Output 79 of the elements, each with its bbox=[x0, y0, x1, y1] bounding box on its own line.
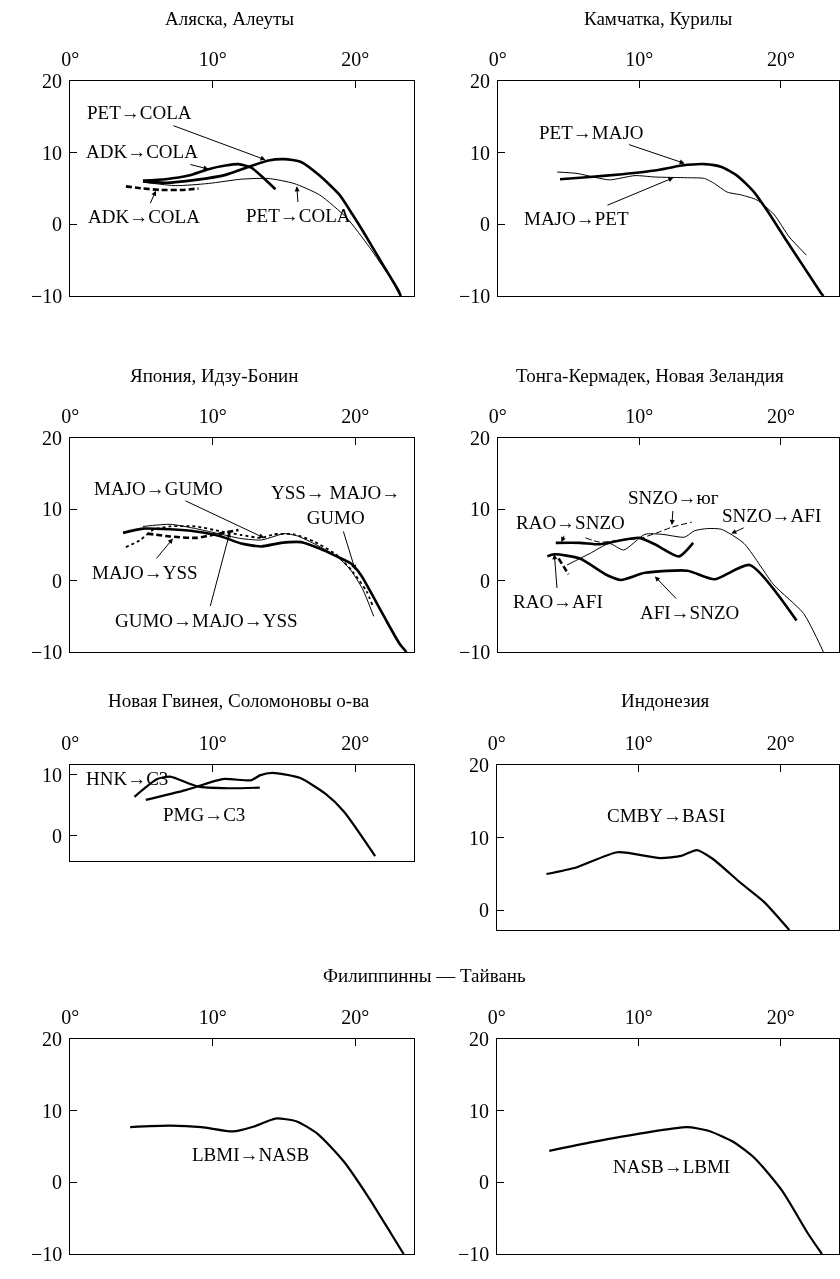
x-tick-label: 10° bbox=[625, 404, 654, 427]
x-tick-label: 20° bbox=[341, 404, 370, 427]
annotation: SNZO→юг bbox=[628, 487, 719, 508]
y-tick-label: 20 bbox=[42, 70, 62, 92]
y-tick-label: −10 bbox=[31, 641, 63, 663]
x-tick-label: 0° bbox=[61, 1005, 80, 1028]
y-tick-label: 0 bbox=[480, 570, 490, 592]
annotation: LBMI→NASB bbox=[192, 1144, 310, 1165]
y-tick-label: 0 bbox=[479, 1171, 489, 1193]
x-tick-label: 0° bbox=[61, 404, 80, 427]
x-tick-label: 20° bbox=[341, 1005, 370, 1028]
y-tick-label: 20 bbox=[470, 427, 490, 449]
y-tick-label: 0 bbox=[52, 570, 62, 592]
chart-title: Новая Гвинея, Соломоновы о-ва bbox=[108, 690, 370, 711]
annotation: PMG→C3 bbox=[163, 804, 246, 825]
y-tick-label: 10 bbox=[42, 1100, 62, 1122]
annotation: PET→MAJO bbox=[539, 122, 644, 143]
chart-title: Япония, Идзу-Бонин bbox=[130, 365, 299, 386]
x-tick-label: 20° bbox=[766, 1005, 795, 1028]
annotation: SNZO→AFI bbox=[722, 505, 822, 526]
y-tick-label: 20 bbox=[470, 70, 490, 92]
annotation: MAJO→YSS bbox=[92, 562, 198, 583]
annotation: AFI→SNZO bbox=[640, 602, 740, 623]
y-tick-label: −10 bbox=[31, 285, 63, 307]
annotation: RAO→SNZO bbox=[516, 512, 625, 533]
x-tick-label: 0° bbox=[61, 47, 80, 70]
y-tick-label: 10 bbox=[470, 498, 490, 520]
annotation: MAJO→PET bbox=[524, 208, 629, 229]
annotation: PET→COLA bbox=[87, 102, 192, 123]
x-tick-label: 0° bbox=[488, 47, 507, 70]
y-tick-label: 0 bbox=[480, 213, 490, 235]
x-tick-label: 10° bbox=[198, 1005, 227, 1028]
y-tick-label: 10 bbox=[42, 142, 62, 164]
annotation: ADK→COLA bbox=[88, 206, 201, 227]
x-tick-label: 10° bbox=[624, 731, 653, 754]
x-tick-label: 0° bbox=[487, 1005, 506, 1028]
annotation: NASB→LBMI bbox=[613, 1156, 731, 1177]
x-tick-label: 20° bbox=[341, 47, 370, 70]
x-tick-label: 10° bbox=[198, 404, 227, 427]
y-tick-label: −10 bbox=[458, 1243, 490, 1265]
annotation: GUMO→MAJO→YSS bbox=[115, 610, 298, 631]
x-tick-label: 0° bbox=[488, 404, 507, 427]
y-tick-label: −10 bbox=[459, 641, 491, 663]
x-tick-label: 10° bbox=[198, 47, 227, 70]
y-tick-label: 20 bbox=[469, 1028, 489, 1050]
y-tick-label: 0 bbox=[52, 1171, 62, 1193]
y-tick-label: 20 bbox=[42, 427, 62, 449]
chart-title: Аляска, Алеуты bbox=[165, 8, 295, 29]
y-tick-label: 10 bbox=[470, 142, 490, 164]
x-tick-label: 20° bbox=[766, 731, 795, 754]
x-tick-label: 20° bbox=[766, 404, 795, 427]
y-tick-label: 10 bbox=[469, 1100, 489, 1122]
chart-title: Индонезия bbox=[621, 690, 710, 711]
y-tick-label: 20 bbox=[42, 1028, 62, 1050]
chart-title: Тонга-Кермадек, Новая Зеландия bbox=[516, 365, 784, 386]
y-tick-label: 0 bbox=[52, 825, 62, 847]
y-tick-label: 20 bbox=[469, 754, 489, 776]
x-tick-label: 10° bbox=[625, 47, 654, 70]
x-tick-label: 10° bbox=[198, 731, 227, 754]
annotation: RAO→AFI bbox=[513, 591, 603, 612]
annotation: ADK→COLA bbox=[86, 141, 199, 162]
annotation: CMBY→BASI bbox=[607, 805, 726, 826]
x-tick-label: 20° bbox=[341, 731, 370, 754]
y-tick-label: 0 bbox=[479, 899, 489, 921]
annotation: YSS→ MAJO→ GUMO bbox=[271, 482, 401, 528]
chart-title: Филиппинны — Тайвань bbox=[323, 965, 526, 986]
y-tick-label: 0 bbox=[52, 213, 62, 235]
y-tick-label: 10 bbox=[42, 764, 62, 786]
x-tick-label: 0° bbox=[61, 731, 80, 754]
annotation: MAJO→GUMO bbox=[94, 478, 223, 499]
y-tick-label: 10 bbox=[469, 827, 489, 849]
x-tick-label: 20° bbox=[766, 47, 795, 70]
y-tick-label: −10 bbox=[459, 285, 491, 307]
y-tick-label: −10 bbox=[31, 1243, 63, 1265]
annotation: HNK→C3 bbox=[86, 768, 169, 789]
y-tick-label: 10 bbox=[42, 498, 62, 520]
chart-title: Камчатка, Курилы bbox=[584, 8, 733, 29]
x-tick-label: 0° bbox=[487, 731, 506, 754]
x-tick-label: 10° bbox=[624, 1005, 653, 1028]
